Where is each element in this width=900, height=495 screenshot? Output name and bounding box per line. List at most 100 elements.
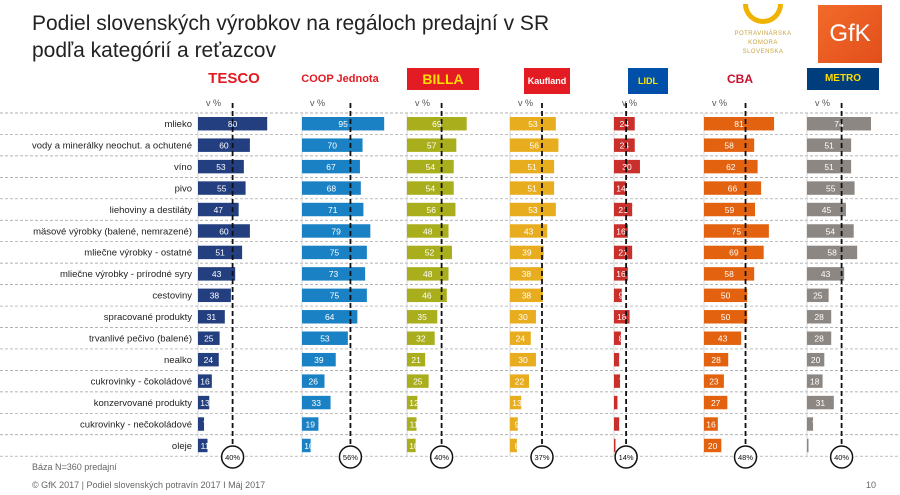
bar (807, 288, 829, 303)
category-label: trvanlivé pečivo (balené) (89, 334, 192, 345)
category-label: liehoviny a destiláty (110, 205, 193, 216)
bar (407, 224, 449, 238)
bar (407, 395, 418, 410)
bar-value-label: 20 (708, 441, 718, 451)
bar-value-label: 53 (528, 205, 538, 215)
bar-value-label: 18 (810, 376, 820, 386)
bar (704, 374, 724, 388)
bar-value-label: 38 (522, 291, 532, 301)
bar-value-label: 35 (417, 312, 427, 322)
bar (198, 310, 225, 324)
unit-label: v % (815, 98, 831, 108)
bar-value-label: 51 (527, 183, 537, 193)
average-label: 40% (434, 453, 449, 462)
bar-value-label: 16 (200, 376, 210, 386)
bar (302, 374, 325, 388)
bar (510, 417, 518, 431)
potravinarska-komora-logo: POTRAVINÁRSKA KOMORA SLOVENSKA (728, 4, 798, 57)
bar-value-label: 21 (618, 205, 628, 215)
bar-value-label: 9 (515, 419, 520, 429)
average-label: 37% (534, 453, 549, 462)
category-label: spracované produkty (104, 312, 192, 323)
bar (407, 438, 416, 453)
bar (510, 245, 544, 260)
bar (407, 288, 447, 303)
bar-value-label: 59 (725, 205, 735, 215)
bar (704, 417, 718, 431)
bar-value-label: 24 (620, 140, 630, 150)
category-label: mliečne výrobky - ostatné (84, 248, 192, 259)
bar (302, 352, 336, 367)
bar-value-label: 8 (515, 441, 520, 451)
copyright: © GfK 2017 | Podiel slovenských potravín… (32, 480, 266, 490)
bar-value-label: 75 (732, 226, 742, 236)
bar (614, 352, 620, 367)
bar-value-label: 51 (824, 140, 834, 150)
bar (302, 417, 319, 431)
bar-value-label: 51 (824, 162, 834, 172)
bar-value-label: 60 (219, 140, 229, 150)
bar-value-label: 53 (216, 162, 226, 172)
bar-value-label: 28 (814, 312, 824, 322)
bar-value-label: 28 (711, 355, 721, 365)
bar-value-label: 48 (423, 226, 433, 236)
bar (807, 181, 855, 195)
category-label: mliečne výrobky - prírodné syry (60, 269, 192, 280)
bar (407, 138, 457, 152)
bar-value-label: 95 (338, 119, 348, 129)
bar (704, 395, 728, 410)
bar-value-label: 38 (522, 269, 532, 279)
bar-value-label: 50 (721, 291, 731, 301)
bar (510, 202, 556, 217)
average-circle (220, 445, 245, 469)
bar-value-label: 68 (327, 183, 337, 193)
bar (510, 310, 536, 324)
bar-value-label: 28 (814, 334, 824, 344)
bar (614, 245, 633, 260)
bar (198, 138, 250, 152)
bar-value-label: 58 (724, 140, 734, 150)
unit-label: v % (518, 98, 534, 108)
bar (407, 310, 438, 324)
bar-value-label: 13 (512, 398, 522, 408)
slide-title: Podiel slovenských výrobkov na regáloch … (32, 12, 550, 62)
bar (510, 395, 522, 410)
bar (614, 417, 620, 431)
bar (510, 331, 531, 345)
retailer-logo-metro: METRO (807, 68, 879, 90)
bar-value-label: 52 (425, 248, 435, 258)
bar (704, 117, 775, 131)
bar-value-label: 48 (423, 269, 433, 279)
bar (704, 138, 755, 152)
bar-value-label: 57 (427, 140, 437, 150)
bar (302, 138, 363, 152)
bar (302, 202, 364, 217)
bar (510, 374, 530, 388)
bar (407, 117, 467, 131)
bar (302, 395, 331, 410)
bar (807, 417, 814, 431)
bar (614, 395, 618, 410)
bar (704, 267, 755, 281)
bar (807, 395, 834, 410)
bar-value-label: 20 (811, 355, 821, 365)
bar (510, 438, 517, 453)
average-circle (338, 445, 363, 469)
bar-value-label: 66 (728, 183, 738, 193)
bar-value-label: 54 (426, 183, 436, 193)
bar (510, 352, 536, 367)
bar-value-label: 6 (619, 419, 624, 429)
base-note: Báza N=360 predajní (32, 462, 117, 472)
bar (510, 181, 555, 195)
bar-value-label: 54 (426, 162, 436, 172)
bar (302, 438, 311, 453)
bar-value-label: 73 (329, 269, 339, 279)
bar-value-label: 71 (328, 205, 338, 215)
bar-value-label: 79 (331, 226, 341, 236)
bar-value-label: 53 (528, 119, 538, 129)
category-label: oleje (172, 441, 192, 452)
bar (807, 310, 832, 324)
bar (198, 395, 210, 410)
unit-label: v % (712, 98, 728, 108)
